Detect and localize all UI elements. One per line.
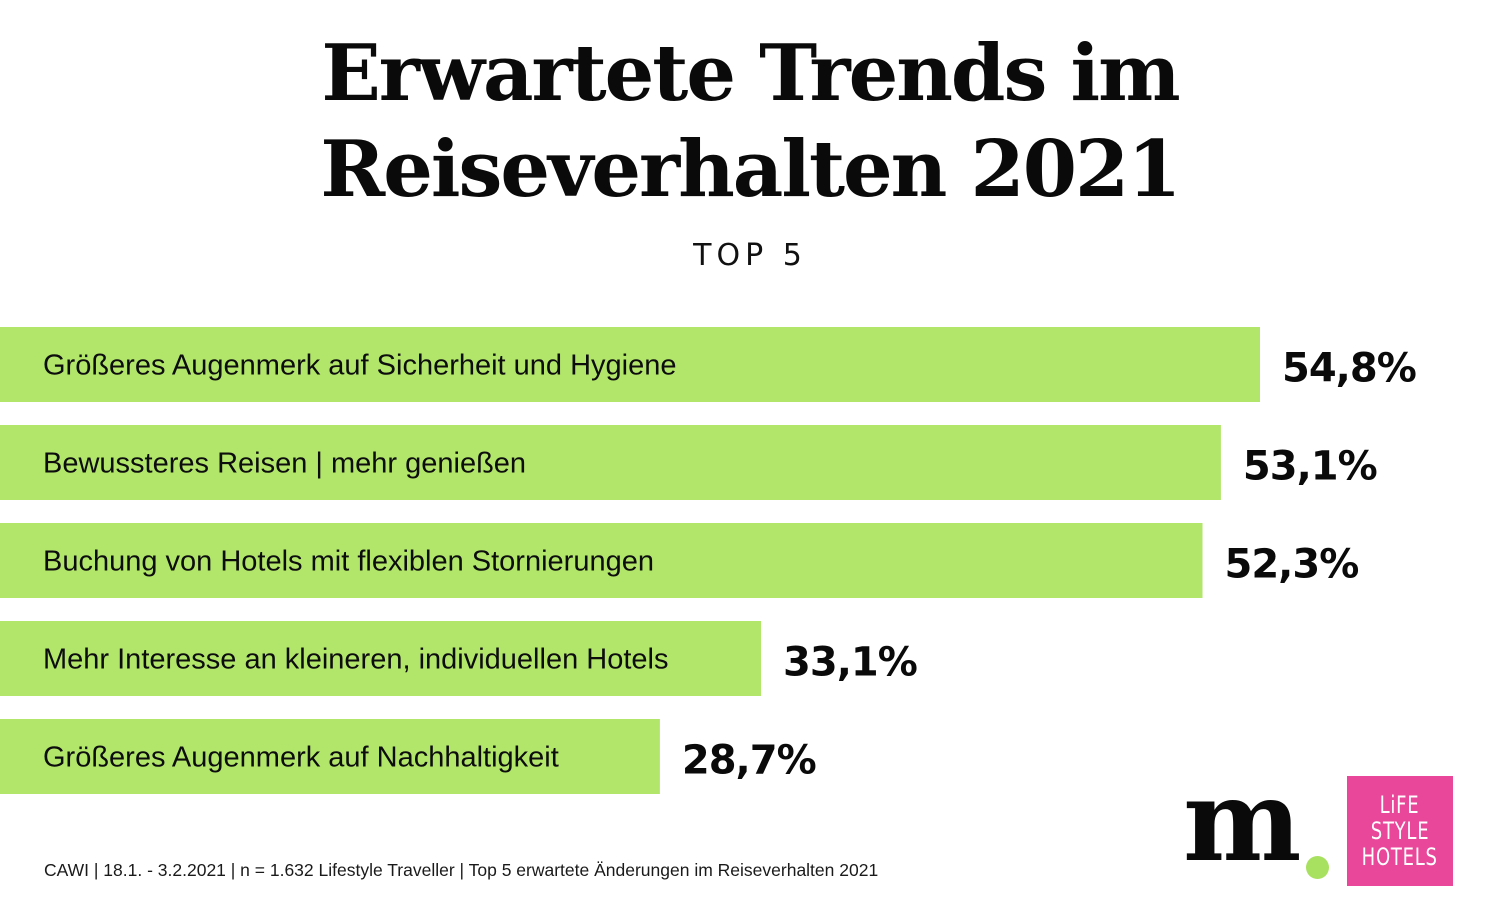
- bar: [0, 719, 660, 794]
- lifestyle-hotels-logo: LiFE STYLE HOTELS: [1347, 776, 1453, 886]
- bar-value-label: 53,1%: [1243, 444, 1377, 490]
- bar-value-label: 33,1%: [783, 640, 917, 686]
- bar-category-label: Bewussteres Reisen | mehr genießen: [43, 448, 526, 480]
- bar: [0, 425, 1221, 500]
- chart-title-line-2: Reiseverhalten 2021: [320, 124, 1181, 215]
- bar-row: Größeres Augenmerk auf Sicherheit und Hy…: [0, 327, 1417, 402]
- bar: [0, 621, 762, 696]
- m-logo: m: [1183, 766, 1333, 886]
- chart-subtitle: TOP 5: [693, 238, 807, 273]
- bar-value-label: 54,8%: [1282, 346, 1416, 392]
- chart-title-line-1: Erwartete Trends im: [321, 28, 1180, 119]
- lifestyle-logo-line-1: LiFE: [1380, 791, 1420, 819]
- bar-row: Größeres Augenmerk auf Nachhaltigkeit 28,…: [0, 719, 817, 794]
- m-logo-letter: m: [1183, 756, 1301, 887]
- bar: [0, 523, 1203, 598]
- bar-row: Mehr Interesse an kleineren, individuell…: [0, 621, 918, 696]
- bar: [0, 327, 1260, 402]
- bar-row: Bewussteres Reisen | mehr genießen 53,1%: [0, 425, 1378, 500]
- bar-category-label: Buchung von Hotels mit flexiblen Stornie…: [43, 546, 654, 578]
- bar-category-label: Größeres Augenmerk auf Sicherheit und Hy…: [43, 350, 677, 382]
- m-logo-dot-icon: [1306, 856, 1329, 879]
- bar-value-label: 28,7%: [682, 738, 816, 784]
- bar-row: Buchung von Hotels mit flexiblen Stornie…: [0, 523, 1359, 598]
- bar-category-label: Mehr Interesse an kleineren, individuell…: [43, 644, 668, 676]
- footnote: CAWI | 18.1. - 3.2.2021 | n = 1.632 Life…: [44, 860, 879, 880]
- lifestyle-logo-line-3: HOTELS: [1361, 843, 1439, 871]
- bar-value-label: 52,3%: [1225, 542, 1359, 588]
- lifestyle-logo-line-2: STYLE: [1370, 817, 1430, 845]
- chart-title: Erwartete Trends im Reiseverhalten 2021: [0, 26, 1500, 218]
- bar-category-label: Größeres Augenmerk auf Nachhaltigkeit: [43, 742, 559, 774]
